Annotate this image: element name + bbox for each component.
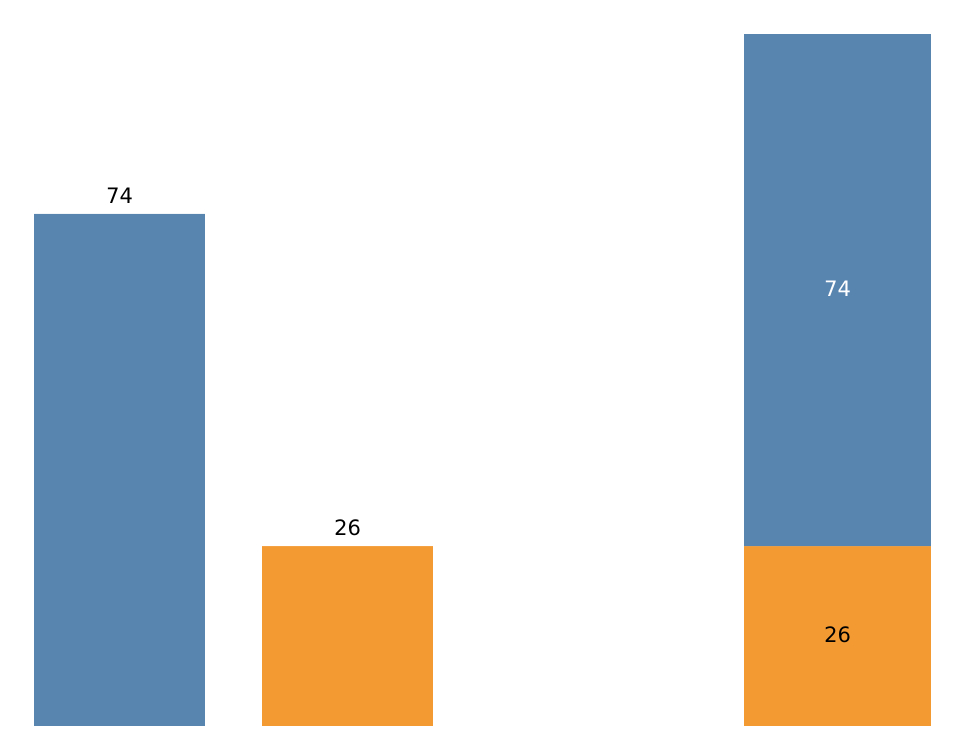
value-label: 74 xyxy=(106,184,133,208)
bar xyxy=(34,213,205,727)
bar-segment xyxy=(744,34,931,547)
bar xyxy=(262,546,433,726)
bar-segment xyxy=(744,546,931,726)
value-label: 26 xyxy=(334,516,361,540)
value-label: 26 xyxy=(824,623,851,647)
value-label: 74 xyxy=(824,277,851,301)
